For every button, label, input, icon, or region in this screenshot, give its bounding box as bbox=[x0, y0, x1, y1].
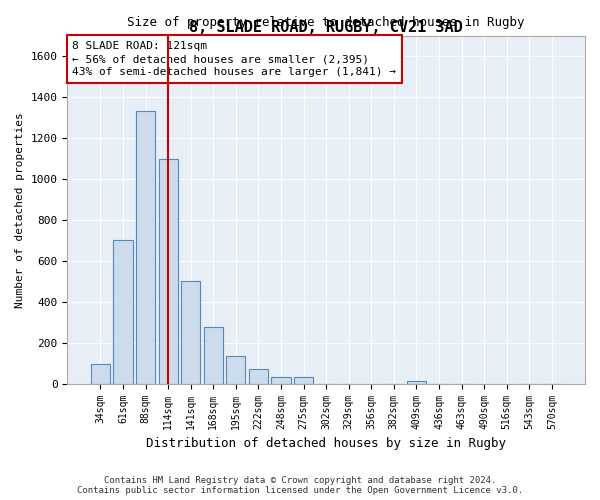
Bar bbox=[181, 282, 200, 384]
Bar bbox=[226, 356, 245, 384]
Title: 8, SLADE ROAD, RUGBY, CV21 3AD: 8, SLADE ROAD, RUGBY, CV21 3AD bbox=[189, 20, 463, 34]
Bar bbox=[158, 158, 178, 384]
Bar bbox=[271, 376, 290, 384]
Bar bbox=[113, 240, 133, 384]
Text: Contains HM Land Registry data © Crown copyright and database right 2024.
Contai: Contains HM Land Registry data © Crown c… bbox=[77, 476, 523, 495]
Text: Size of property relative to detached houses in Rugby: Size of property relative to detached ho… bbox=[127, 16, 525, 28]
Y-axis label: Number of detached properties: Number of detached properties bbox=[15, 112, 25, 308]
Bar bbox=[136, 112, 155, 384]
Bar bbox=[203, 328, 223, 384]
Text: 8 SLADE ROAD: 121sqm
← 56% of detached houses are smaller (2,395)
43% of semi-de: 8 SLADE ROAD: 121sqm ← 56% of detached h… bbox=[73, 41, 397, 78]
Bar bbox=[294, 376, 313, 384]
Bar bbox=[407, 380, 426, 384]
Bar bbox=[91, 364, 110, 384]
Bar bbox=[249, 370, 268, 384]
X-axis label: Distribution of detached houses by size in Rugby: Distribution of detached houses by size … bbox=[146, 437, 506, 450]
